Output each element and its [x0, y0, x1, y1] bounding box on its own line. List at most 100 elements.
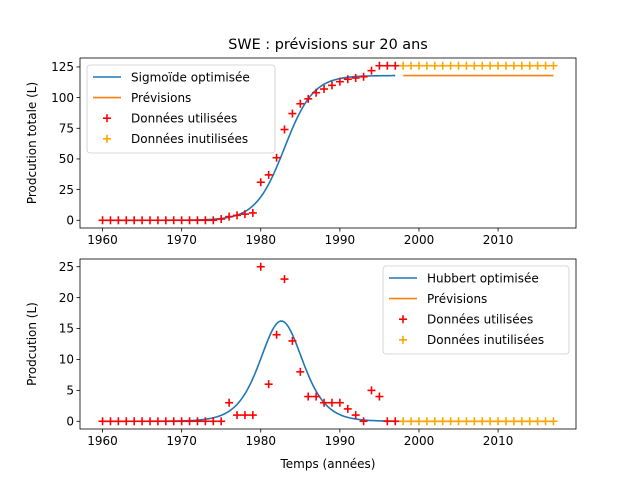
- plot-area: [98, 262, 558, 426]
- unused-data-point: [446, 61, 455, 70]
- used-data-point: [98, 417, 107, 426]
- x-tick-label: 1990: [325, 434, 356, 448]
- legend-label: Données utilisées: [131, 112, 237, 126]
- used-data-point: [264, 170, 273, 179]
- unused-data-point: [414, 61, 423, 70]
- used-data-point: [130, 417, 139, 426]
- legend-label: Données utilisées: [427, 313, 533, 327]
- axes-frame: [79, 57, 577, 229]
- used-data-point: [359, 417, 368, 426]
- used-data-point: [177, 417, 186, 426]
- unused-data-point: [407, 417, 416, 426]
- used-data-point: [351, 411, 360, 420]
- used-data-point: [146, 417, 155, 426]
- legend-marker-swatch: [399, 335, 407, 344]
- unused-data-point: [422, 417, 431, 426]
- x-tick-label: 1970: [166, 233, 197, 247]
- y-axis-label: Prodcution (L): [25, 302, 39, 386]
- used-data-point: [383, 417, 392, 426]
- legend-marker-swatch: [399, 315, 407, 324]
- unused-data-point: [478, 61, 487, 70]
- x-axis-label: Temps (années): [280, 457, 376, 471]
- used-data-point: [367, 386, 376, 395]
- used-data-point: [351, 73, 360, 82]
- used-data-point: [225, 398, 234, 407]
- used-data-point: [153, 216, 162, 225]
- y-tick-label: 5: [66, 384, 74, 398]
- unused-data-point: [399, 417, 408, 426]
- unused-data-point: [541, 417, 550, 426]
- unused-data-point: [509, 417, 518, 426]
- plot-area: [98, 61, 558, 225]
- unused-data-point: [549, 61, 558, 70]
- used-data-point: [391, 417, 400, 426]
- unused-data-point: [414, 417, 423, 426]
- x-tick-label: 2010: [483, 233, 514, 247]
- used-data-point: [272, 153, 281, 162]
- cumulative-production-panel: 1960 1970 1980 1990 2000 2010 0 25 50 75 100 125 Pro…: [25, 57, 577, 247]
- used-data-point: [138, 417, 147, 426]
- used-data-point: [312, 392, 321, 401]
- used-data-point: [248, 208, 257, 217]
- legend-label: Données inutilisées: [131, 132, 248, 146]
- used-data-point: [122, 216, 131, 225]
- x-tick-label: 1980: [245, 233, 276, 247]
- legend-label: Prévisions: [131, 91, 191, 105]
- used-data-point: [280, 125, 289, 134]
- used-data-point: [233, 211, 242, 220]
- unused-data-point: [486, 417, 495, 426]
- used-data-point: [272, 330, 281, 339]
- x-tick-label: 1980: [245, 434, 276, 448]
- used-data-point: [217, 417, 226, 426]
- used-data-point: [240, 210, 249, 219]
- used-data-point: [391, 61, 400, 70]
- used-data-point: [367, 66, 376, 75]
- y-tick-label: 25: [59, 183, 74, 197]
- unused-data-point: [501, 417, 510, 426]
- y-tick-label: 100: [51, 91, 74, 105]
- used-data-point: [240, 411, 249, 420]
- unused-data-point: [509, 61, 518, 70]
- unused-data-point: [494, 61, 503, 70]
- y-tick-label: 20: [59, 291, 74, 305]
- unused-data-point: [478, 417, 487, 426]
- used-data-point: [335, 398, 344, 407]
- unused-data-point: [517, 417, 526, 426]
- unused-data-point: [501, 61, 510, 70]
- unused-data-point: [549, 417, 558, 426]
- unused-data-point: [454, 61, 463, 70]
- used-data-point: [161, 417, 170, 426]
- unused-data-point: [533, 417, 542, 426]
- x-tick-label: 2010: [483, 434, 514, 448]
- y-tick-label: 25: [59, 260, 74, 274]
- used-data-point: [375, 392, 384, 401]
- used-data-point: [114, 216, 123, 225]
- used-data-point: [177, 216, 186, 225]
- used-data-point: [320, 398, 329, 407]
- y-tick-label: 125: [51, 60, 74, 74]
- used-data-point: [98, 216, 107, 225]
- x-tick-label: 2000: [404, 434, 435, 448]
- legend-label: Prévisions: [427, 292, 487, 306]
- used-data-point: [185, 417, 194, 426]
- used-data-point: [288, 336, 297, 345]
- unused-data-point: [541, 61, 550, 70]
- y-tick-label: 75: [59, 121, 74, 135]
- used-data-point: [327, 81, 336, 90]
- used-data-point: [327, 398, 336, 407]
- used-data-point: [288, 109, 297, 118]
- legend-box: [86, 64, 276, 154]
- used-data-point: [256, 178, 265, 187]
- y-tick-label: 10: [59, 353, 74, 367]
- y-tick-label: 0: [66, 213, 74, 227]
- axes-frame: [79, 258, 577, 430]
- used-data-point: [169, 417, 178, 426]
- used-data-point: [138, 216, 147, 225]
- y-tick-label: 50: [59, 152, 74, 166]
- used-data-point: [193, 417, 202, 426]
- unused-data-point: [399, 61, 408, 70]
- unused-data-point: [525, 417, 534, 426]
- used-data-point: [320, 85, 329, 94]
- used-data-point: [335, 77, 344, 86]
